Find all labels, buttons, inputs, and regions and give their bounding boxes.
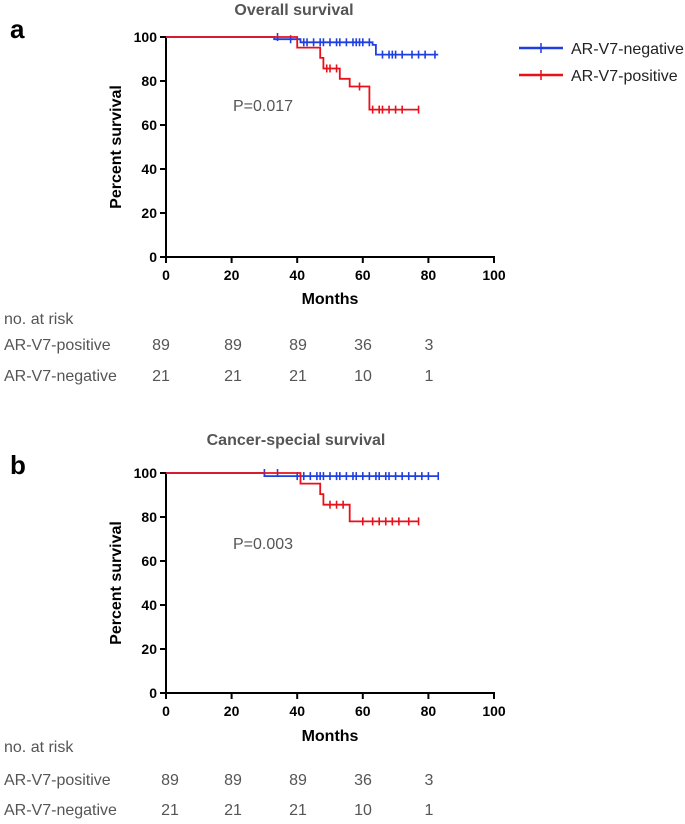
risk-table-a-row2-v5: 1 (425, 368, 434, 385)
panel-b-positive-curve (166, 472, 419, 523)
panel-a-x-tick-label: 40 (289, 267, 305, 283)
panel-b-y-tick-label: 40 (141, 597, 157, 613)
risk-table-b-row1-v3: 89 (289, 772, 307, 789)
panel-a-x-tick-label: 60 (355, 267, 371, 283)
risk-table-a-row2-v2: 21 (224, 368, 242, 385)
panel-b-ylabel: Percent survival (108, 521, 125, 645)
risk-table-a-row2-label: AR-V7-negative (4, 368, 117, 385)
legend: AR-V7-negative AR-V7-positive (519, 41, 684, 85)
panel-a-x-tick-label: 0 (162, 267, 170, 283)
risk-table-b-row2-label: AR-V7-negative (4, 802, 117, 819)
panel-b-xlabel: Months (302, 728, 359, 745)
panel-b-x-tick-label: 60 (355, 703, 371, 719)
panel-a-x-tick-label: 80 (421, 267, 437, 283)
risk-table-a-row1-v4: 36 (354, 337, 372, 354)
panel-b-x-tick-label: 40 (289, 703, 305, 719)
panel-a-xlabel: Months (302, 291, 359, 308)
risk-table-a-row1-v5: 3 (425, 337, 434, 354)
panel-b-title: Cancer-special survival (207, 432, 386, 449)
panel-b-x-tick-label: 100 (482, 703, 506, 719)
risk-table-b-title: no. at risk (4, 739, 74, 756)
panel-a-y-tick-label: 60 (141, 117, 157, 133)
panel-a-negative-curve (166, 36, 439, 56)
panel-a: a Overall survival Percent survival Mont… (10, 2, 506, 308)
panel-b-x-tick-label: 80 (421, 703, 437, 719)
risk-table-b-row1-v2: 89 (224, 772, 242, 789)
panel-b-axes: 0 20 40 60 80 100 0 20 40 60 80 100 (134, 465, 506, 719)
panel-a-positive-curve (166, 36, 419, 111)
panel-b-label: b (10, 450, 26, 480)
legend-negative-label: AR-V7-negative (571, 41, 684, 58)
risk-table-b: no. at risk AR-V7-positive 89 89 89 36 3… (4, 739, 434, 819)
panel-b-plot (166, 469, 440, 526)
risk-table-b-row1-v1: 89 (161, 772, 179, 789)
panel-b-y-tick-label: 100 (134, 465, 158, 481)
panel-b-pvalue: P=0.003 (233, 536, 293, 553)
panel-b-y-tick-label: 60 (141, 553, 157, 569)
panel-a-x-tick-label: 20 (224, 267, 240, 283)
risk-table-a-row1-v2: 89 (224, 337, 242, 354)
risk-table-b-row2-v4: 10 (354, 802, 372, 819)
panel-a-plot (166, 33, 439, 114)
panel-a-y-tick-label: 80 (141, 73, 157, 89)
risk-table-b-row2-v2: 21 (224, 802, 242, 819)
risk-table-a-row1-v3: 89 (289, 337, 307, 354)
panel-a-y-tick-label: 0 (149, 249, 157, 265)
panel-b-y-tick-label: 80 (141, 509, 157, 525)
panel-a-x-tick-label: 100 (482, 267, 506, 283)
panel-b-y-tick-label: 0 (149, 685, 157, 701)
panel-a-y-tick-label: 40 (141, 161, 157, 177)
risk-table-b-row2-v1: 21 (161, 802, 179, 819)
panel-a-y-tick-label: 20 (141, 205, 157, 221)
panel-a-label: a (10, 14, 25, 44)
risk-table-a-row2-v1: 21 (152, 368, 170, 385)
risk-table-a: no. at risk AR-V7-positive 89 89 89 36 3… (4, 311, 434, 385)
panel-b-y-tick-label: 20 (141, 641, 157, 657)
panel-a-axes: 0 20 40 60 80 100 0 20 40 60 80 100 (134, 29, 506, 283)
panel-b-x-tick-label: 0 (162, 703, 170, 719)
risk-table-b-row1-label: AR-V7-positive (4, 772, 111, 789)
risk-table-a-title: no. at risk (4, 311, 74, 328)
panel-b: b Cancer-special survival Percent surviv… (10, 432, 506, 745)
risk-table-b-row1-v4: 36 (354, 772, 372, 789)
risk-table-b-row2-v5: 1 (425, 802, 434, 819)
risk-table-a-row1-label: AR-V7-positive (4, 337, 111, 354)
risk-table-b-row1-v5: 3 (425, 772, 434, 789)
panel-a-y-tick-label: 100 (134, 29, 158, 45)
risk-table-a-row2-v3: 21 (289, 368, 307, 385)
panel-a-pvalue: P=0.017 (233, 98, 293, 115)
panel-b-x-tick-label: 20 (224, 703, 240, 719)
legend-positive-label: AR-V7-positive (571, 68, 678, 85)
panel-a-title: Overall survival (234, 2, 353, 19)
risk-table-b-row2-v3: 21 (289, 802, 307, 819)
risk-table-a-row1-v1: 89 (152, 337, 170, 354)
risk-table-a-row2-v4: 10 (354, 368, 372, 385)
panel-a-ylabel: Percent survival (108, 85, 125, 209)
